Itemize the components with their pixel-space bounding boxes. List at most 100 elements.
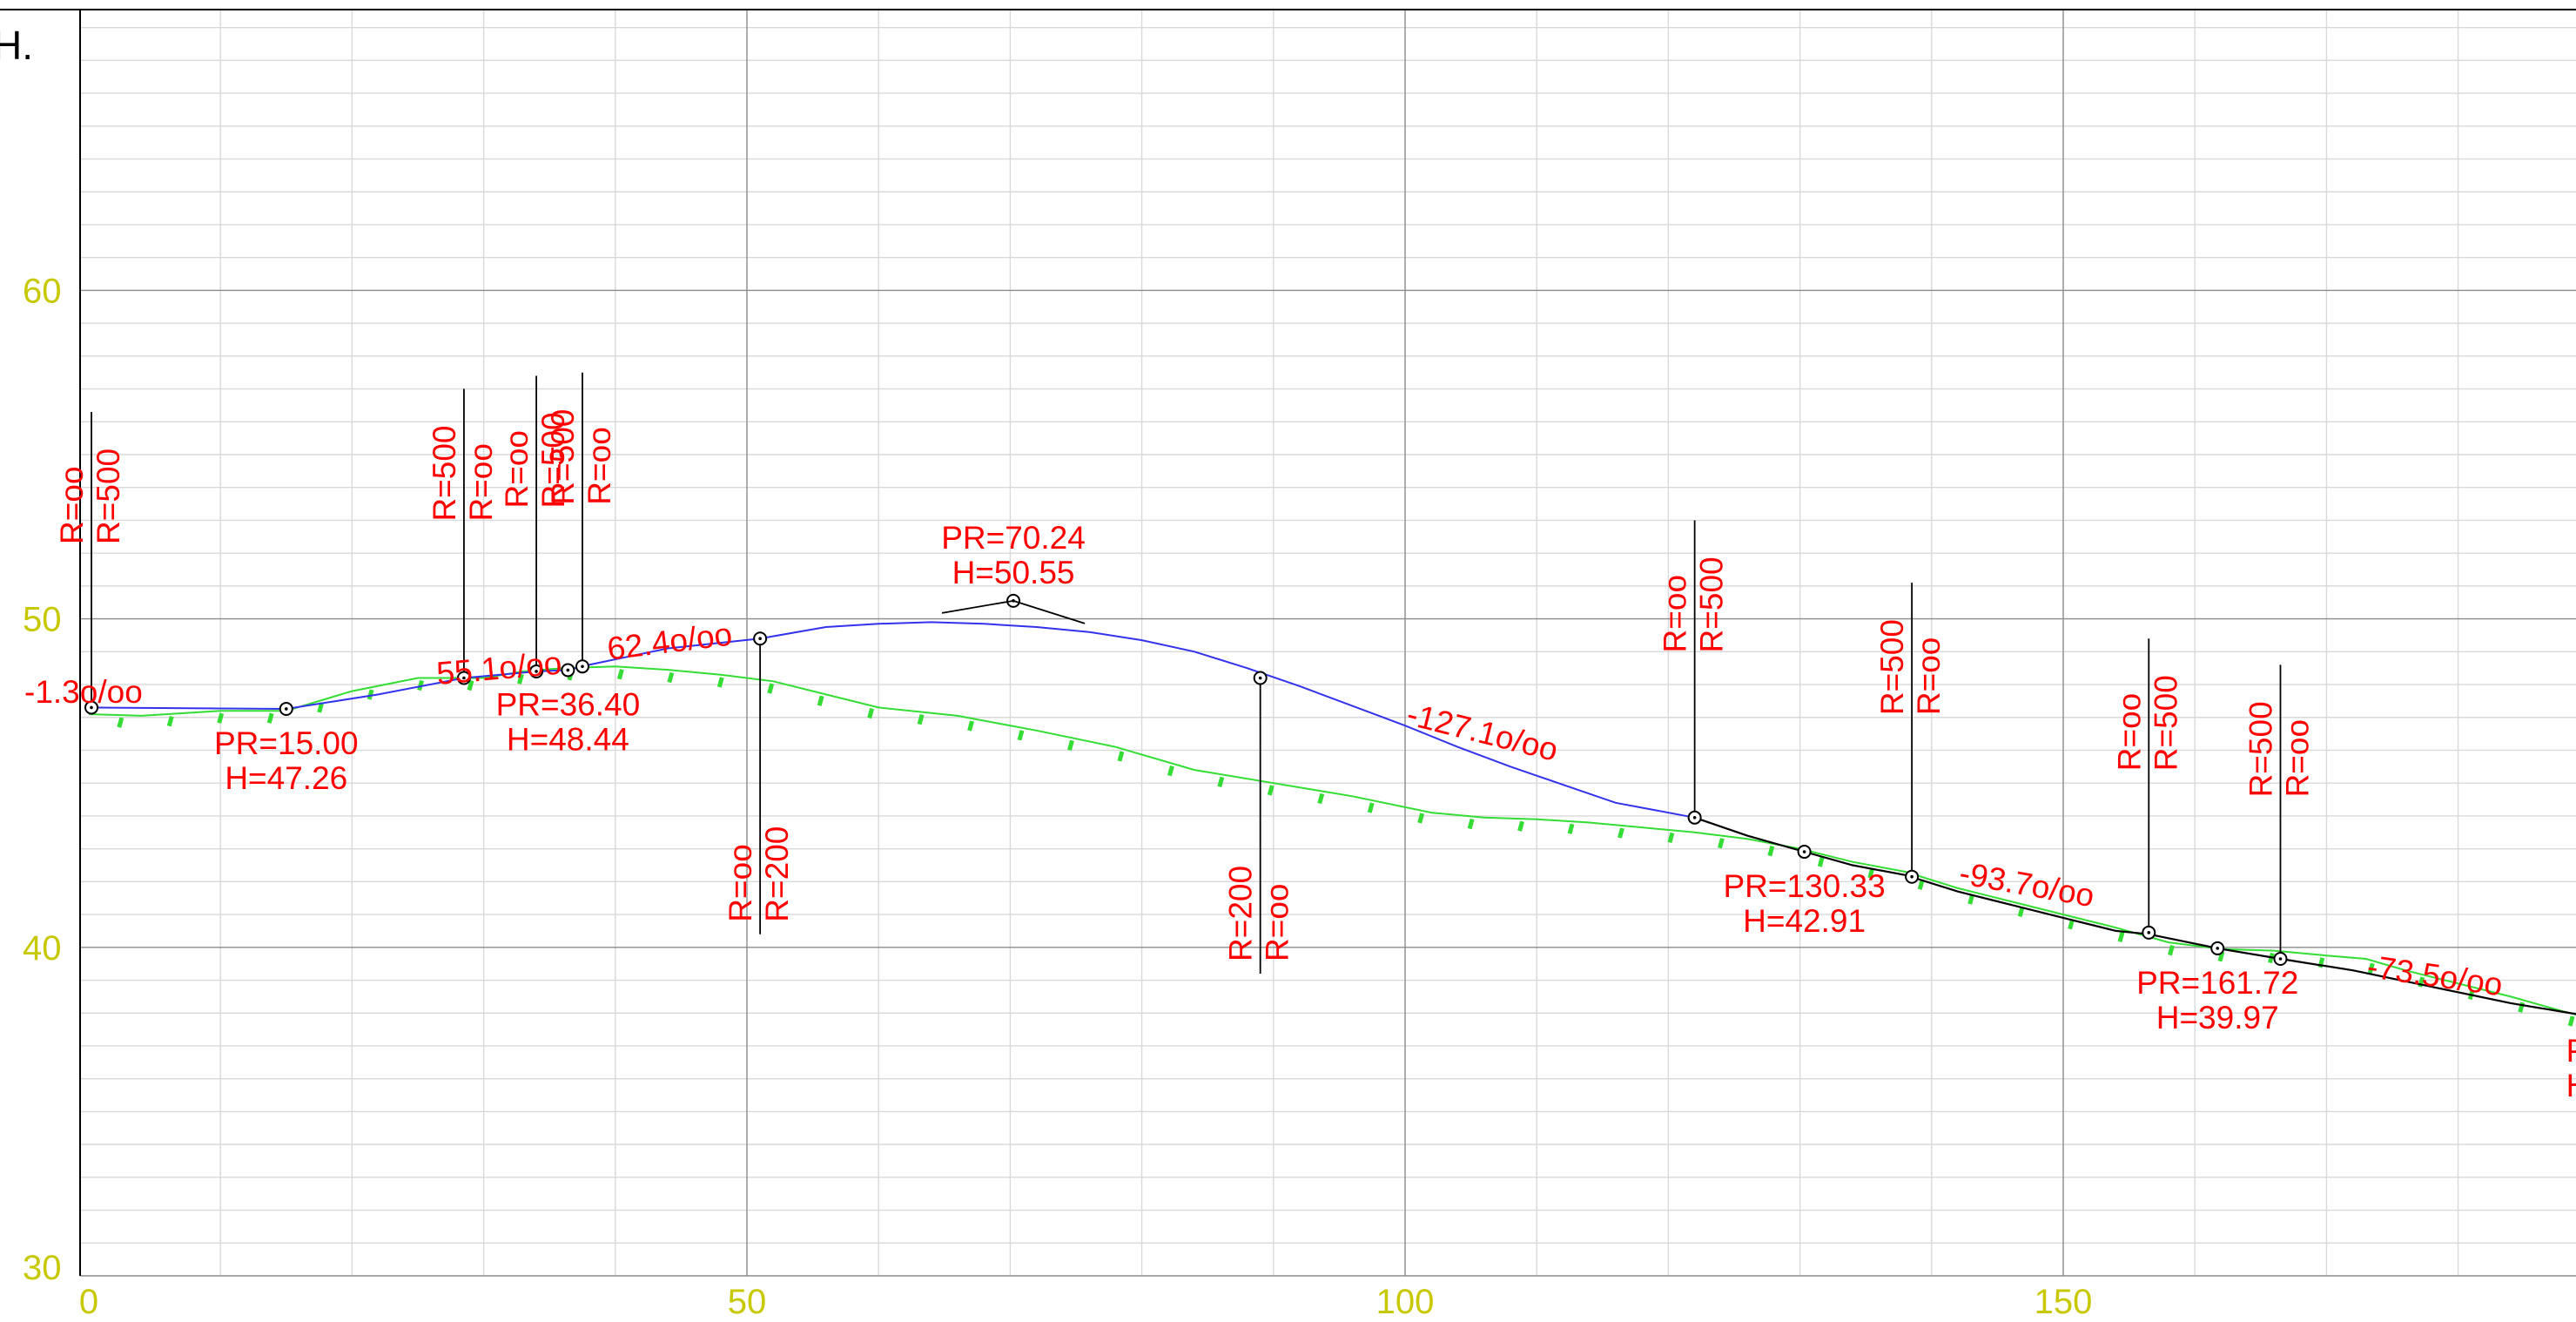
terrain-hatch bbox=[1167, 765, 1174, 777]
terrain-hatch bbox=[1017, 730, 1025, 741]
vertex-center bbox=[566, 668, 570, 672]
curve-point-center bbox=[535, 670, 538, 673]
y-tick-label: 30 bbox=[23, 1249, 62, 1287]
curve-point-center bbox=[2278, 957, 2283, 961]
grade-label: -127.1o/oo bbox=[1403, 696, 1562, 768]
terrain-hatch bbox=[1867, 867, 1875, 879]
terrain-hatch bbox=[1618, 827, 1624, 839]
terrain-hatch bbox=[616, 669, 624, 680]
x-tick-label: 100 bbox=[1376, 1283, 1435, 1321]
vertex-pr-label: PR=1 bbox=[2566, 1033, 2576, 1069]
terrain-hatch bbox=[1717, 838, 1725, 849]
terrain-hatch bbox=[2168, 945, 2175, 956]
radius-label-right: R=oo bbox=[1260, 883, 1295, 961]
curve-point-center bbox=[1692, 816, 1697, 820]
radius-label-right: R=oo bbox=[1911, 637, 1947, 715]
grade-label: -1.3o/oo bbox=[24, 674, 143, 710]
terrain-hatch bbox=[1567, 823, 1575, 834]
terrain-hatch bbox=[817, 695, 824, 706]
vertex-center bbox=[285, 707, 288, 711]
y-tick-label: 40 bbox=[23, 929, 62, 968]
radius-label-left: R=500 bbox=[427, 425, 462, 521]
radius-label-left: R=oo bbox=[723, 844, 758, 921]
tangent-right bbox=[1012, 599, 1086, 624]
curve-point-center bbox=[2147, 931, 2151, 934]
radius-label-left: R=200 bbox=[1223, 866, 1259, 961]
terrain-hatch bbox=[1817, 856, 1825, 867]
vertex-h-label: H=50.55 bbox=[952, 555, 1075, 590]
curve-point-center bbox=[462, 676, 466, 680]
terrain-hatch bbox=[1367, 802, 1375, 813]
vertex-pr-label: PR=161.72 bbox=[2136, 965, 2298, 1001]
curve-point-center bbox=[758, 637, 762, 641]
terrain-hatch bbox=[1217, 776, 1225, 788]
grade-label: 62.4o/oo bbox=[605, 616, 734, 666]
terrain-hatch bbox=[2068, 919, 2075, 930]
terrain-hatch bbox=[1517, 820, 1524, 832]
terrain-hatch bbox=[1417, 813, 1425, 824]
radius-label-right: R=500 bbox=[535, 412, 571, 508]
radius-label-left: R=500 bbox=[1874, 619, 1910, 715]
curve-point-center bbox=[1258, 676, 1262, 680]
y-tick-label: 60 bbox=[23, 272, 62, 310]
x-tick-label: 0 bbox=[79, 1283, 98, 1321]
terrain-hatch bbox=[867, 707, 875, 719]
design-line-end-segment bbox=[1694, 816, 2576, 1015]
radius-label-right: R=oo bbox=[463, 443, 499, 521]
curve-point-center bbox=[581, 664, 584, 669]
y-tick-label: 50 bbox=[23, 601, 62, 639]
terrain-hatch bbox=[117, 717, 124, 728]
grid bbox=[0, 9, 2576, 1277]
vertex-h-label: H=39.97 bbox=[2156, 1000, 2279, 1035]
terrain-hatch bbox=[667, 671, 675, 684]
terrain-hatch bbox=[1667, 832, 1675, 844]
radius-label-left: R=oo bbox=[1658, 575, 1693, 652]
radius-label-left: R=500 bbox=[2243, 701, 2278, 797]
terrain-hatch bbox=[467, 679, 474, 691]
radius-label-left: R=oo bbox=[2111, 693, 2147, 771]
vertex-center bbox=[2216, 947, 2220, 950]
terrain-hatch bbox=[1317, 793, 1325, 805]
terrain-hatch bbox=[1267, 785, 1275, 796]
vertex-h-label: H=42.91 bbox=[1743, 903, 1866, 939]
terrain-hatch bbox=[2017, 906, 2025, 918]
tangent-left bbox=[941, 599, 1014, 614]
vertex-h-label: H=3 bbox=[2566, 1068, 2576, 1103]
terrain-hatch bbox=[2567, 1015, 2575, 1027]
terrain-hatch bbox=[2117, 931, 2125, 942]
curve-point-center bbox=[1910, 874, 1914, 879]
terrain-hatch bbox=[166, 716, 174, 727]
radius-label-right: R=oo bbox=[2279, 719, 2315, 797]
terrain-hatch bbox=[767, 683, 775, 694]
terrain-hatch bbox=[266, 712, 274, 724]
terrain-hatch bbox=[2367, 962, 2375, 974]
x-tick-label: 50 bbox=[728, 1283, 767, 1321]
vertex-h-label: H=47.26 bbox=[225, 760, 347, 796]
grade-label: -73.5o/oo bbox=[2365, 948, 2505, 1002]
terrain-hatch bbox=[367, 689, 374, 700]
terrain-hatch bbox=[1067, 739, 1074, 751]
terrain-hatch bbox=[1767, 846, 1775, 857]
radius-label-left: R=oo bbox=[499, 430, 535, 508]
terrain-hatch bbox=[1467, 818, 1475, 830]
vertex-pr-label: PR=70.24 bbox=[941, 520, 1086, 556]
radius-label-right: R=500 bbox=[1694, 556, 1730, 652]
terrain-hatch bbox=[967, 720, 974, 732]
radius-label-left: R=500 bbox=[545, 409, 581, 505]
curve-point-center bbox=[90, 705, 93, 710]
radius-label-right: R=oo bbox=[582, 427, 617, 504]
terrain-hatch bbox=[217, 712, 225, 724]
terrain-hatch bbox=[917, 713, 925, 725]
terrain-hatch bbox=[716, 677, 724, 688]
x-tick-label: 150 bbox=[2035, 1283, 2093, 1321]
radius-label-right: R=500 bbox=[91, 449, 126, 544]
radius-label-right: R=200 bbox=[759, 826, 795, 922]
terrain-hatch bbox=[1967, 894, 1975, 905]
vertex-h-label: H=48.44 bbox=[507, 721, 629, 757]
vertex-pr-label: PR=15.00 bbox=[214, 725, 359, 761]
vertex-pr-label: PR=36.40 bbox=[496, 686, 641, 722]
axis-title-h: H. bbox=[0, 23, 33, 68]
radius-label-left: R=oo bbox=[54, 466, 90, 543]
